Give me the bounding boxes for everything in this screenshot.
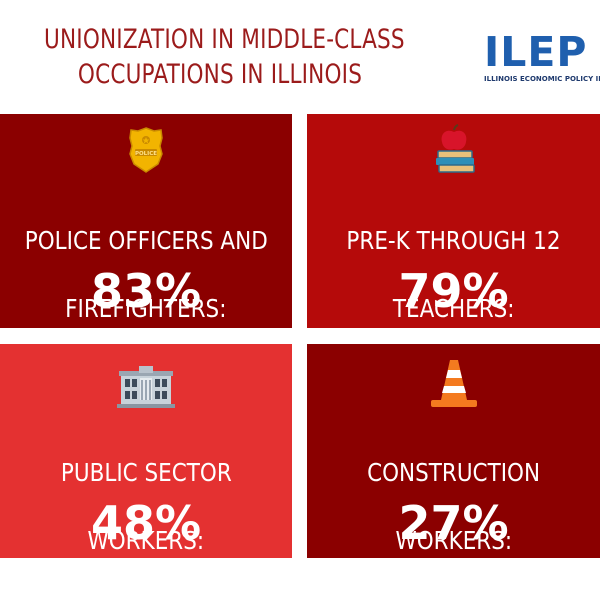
card-label: PUBLIC SECTOR WORKERS: xyxy=(0,422,292,558)
card-value: 27% xyxy=(398,496,509,550)
card-label-line-2: WORKERS: xyxy=(87,526,205,555)
traffic-cone-icon xyxy=(430,360,477,407)
card-label-line-1: POLICE OFFICERS AND xyxy=(24,226,268,255)
ilep-logo: ILEP ILLINOIS ECONOMIC POLICY INSTI xyxy=(484,32,600,87)
government-building-icon xyxy=(117,366,175,408)
logo-mark: ILEP xyxy=(484,32,588,76)
card-value: 83% xyxy=(90,264,202,318)
card-label-line-1: PRE-K THROUGH 12 xyxy=(346,226,561,255)
apple-books-icon xyxy=(435,124,475,173)
card-public-sector: PUBLIC SECTOR WORKERS: 48% xyxy=(0,344,292,558)
card-label: CONSTRUCTION WORKERS: xyxy=(307,422,600,558)
page-title: UNIONIZATION IN MIDDLE-CLASS OCCUPATIONS… xyxy=(44,22,405,92)
logo-subtitle: ILLINOIS ECONOMIC POLICY INSTI xyxy=(484,75,600,83)
card-teachers: PRE-K THROUGH 12 TEACHERS: 79% xyxy=(307,114,600,328)
card-label-line-2: TEACHERS: xyxy=(392,294,515,323)
card-label-line-2: FIREFIGHTERS: xyxy=(65,294,227,323)
card-label-line-2: WORKERS: xyxy=(395,526,512,555)
title-line-1: UNIONIZATION IN MIDDLE-CLASS xyxy=(44,24,405,55)
card-label-line-1: CONSTRUCTION xyxy=(367,458,540,487)
card-police-firefighters: POLICE POLICE OFFICERS AND FIREFIGHTERS:… xyxy=(0,114,292,328)
card-label: PRE-K THROUGH 12 TEACHERS: xyxy=(307,190,600,326)
police-badge-icon: POLICE xyxy=(129,127,163,173)
card-value: 79% xyxy=(398,264,509,318)
badge-text: POLICE xyxy=(135,151,157,157)
card-construction: CONSTRUCTION WORKERS: 27% xyxy=(307,344,600,558)
card-value: 48% xyxy=(90,496,202,550)
title-line-2: OCCUPATIONS IN ILLINOIS xyxy=(77,59,363,90)
card-label-line-1: PUBLIC SECTOR xyxy=(60,458,232,487)
card-label: POLICE OFFICERS AND FIREFIGHTERS: xyxy=(0,190,292,326)
